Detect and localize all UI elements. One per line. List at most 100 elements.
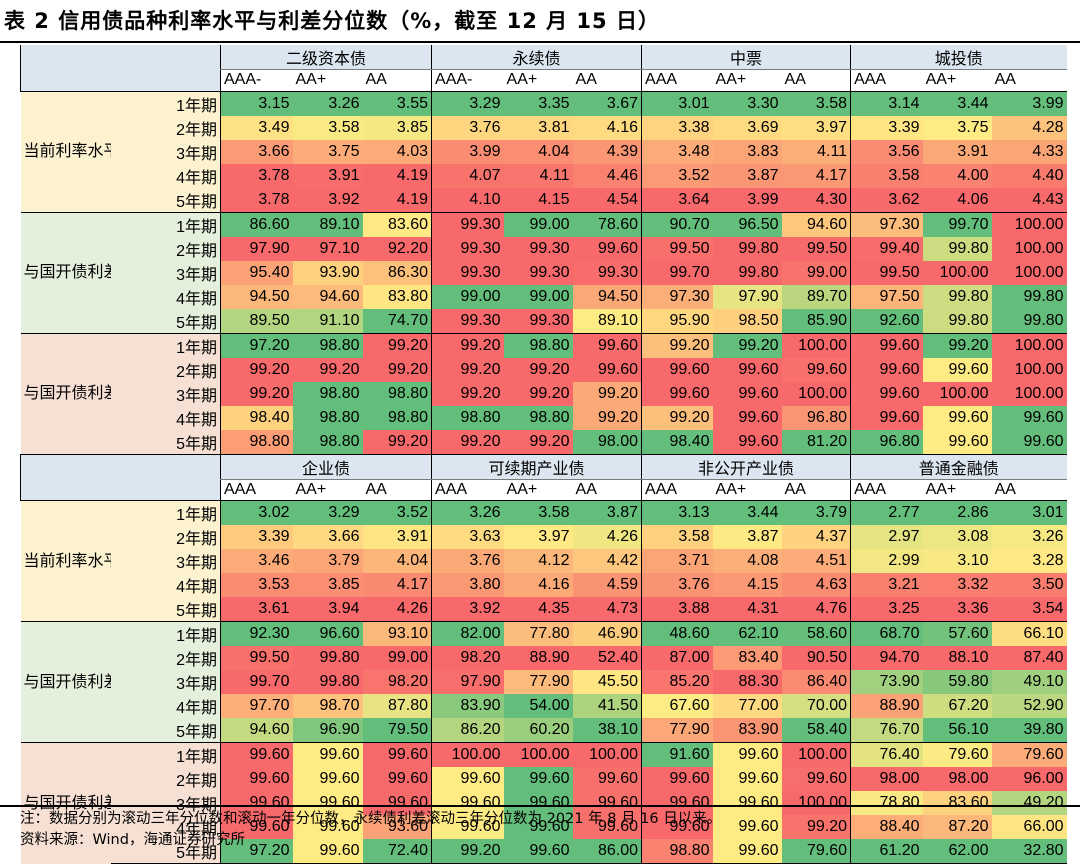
table-cell: 94.50 bbox=[572, 284, 642, 309]
table-cell: 3.63 bbox=[431, 525, 504, 549]
table-cell: 4.19 bbox=[362, 187, 432, 212]
table-cell: 98.00 bbox=[850, 767, 923, 791]
table-cell: 99.60 bbox=[712, 381, 782, 406]
table-cell: 89.10 bbox=[292, 211, 363, 237]
table-cell: 99.60 bbox=[641, 791, 713, 815]
table-cell: 3.87 bbox=[712, 525, 782, 549]
table-cell: 99.20 bbox=[431, 332, 504, 358]
rating-header-row: AAA AA+ AA AAA AA+ AA AAA AA+ AA AAA AA+ AA bbox=[21, 479, 1067, 501]
top-rule bbox=[0, 41, 1080, 43]
table-cell: 99.60 bbox=[503, 767, 573, 791]
table-cell: 99.20 bbox=[431, 381, 504, 406]
term-label: 1年期 bbox=[110, 90, 221, 116]
table-row: 当前利率水平 1年期 3.02 3.29 3.52 3.26 3.58 3.87 3.13 3.4… bbox=[20, 500, 1067, 622]
table-cell: 88.10 bbox=[922, 646, 992, 670]
table-cell: 87.20 bbox=[922, 815, 992, 839]
table-cell: 99.70 bbox=[641, 260, 713, 285]
table-cell: 3.92 bbox=[431, 597, 504, 622]
table-cell: 86.00 bbox=[572, 839, 642, 864]
table-cell: 3.69 bbox=[712, 115, 782, 140]
term-label: 5年期 bbox=[110, 308, 221, 333]
table-cell: 95.40 bbox=[220, 260, 293, 285]
table-cell: 99.60 bbox=[850, 405, 923, 430]
term-label: 2年期 bbox=[110, 525, 221, 549]
table-cell: 3.38 bbox=[641, 115, 713, 140]
table-cell: 3.21 bbox=[850, 573, 923, 597]
table-cell: 99.20 bbox=[431, 429, 504, 454]
table-cell: 99.00 bbox=[503, 284, 573, 309]
table-cell: 92.20 bbox=[362, 236, 432, 261]
table-cell: 3.58 bbox=[292, 115, 363, 140]
table-cell: 88.40 bbox=[850, 815, 923, 839]
table-row: 3年期 3.46 3.79 4.04 3.76 4.12 4.42 3.71 4.08 4.51 2… bbox=[21, 549, 1067, 573]
table-cell: 96.00 bbox=[991, 767, 1067, 791]
term-label: 3年期 bbox=[110, 260, 221, 285]
table-cell: 99.60 bbox=[991, 405, 1067, 430]
table-row: 4年期 3.53 3.85 4.17 3.80 4.16 4.59 3.76 4.15 4.63 3… bbox=[21, 573, 1067, 597]
table-cell: 3.75 bbox=[292, 139, 363, 164]
credit-bond-table: 二级资本债 永续债 中票 城投债 AAA- AA+ AA AAA- AA+ AA AAA AA+ AA A… bbox=[20, 45, 1067, 864]
table-cell: 91.60 bbox=[641, 742, 713, 767]
table-row: 3年期 99.20 98.80 98.80 99.20 99.20 99.20 99.60 99… bbox=[21, 381, 1067, 406]
table-cell: 68.70 bbox=[850, 621, 923, 646]
table-cell: 94.60 bbox=[781, 211, 851, 237]
term-label: 4年期 bbox=[110, 405, 221, 430]
term-label: 5年期 bbox=[110, 429, 221, 454]
table-cell: 2.77 bbox=[850, 500, 923, 525]
rating-header: AA bbox=[781, 69, 851, 91]
table-cell: 3.85 bbox=[362, 115, 432, 140]
table-cell: 3.01 bbox=[641, 90, 713, 116]
table-cell: 99.30 bbox=[503, 236, 573, 261]
group-label-open3: 与国开债利差所处分位数（3年） bbox=[20, 621, 111, 743]
group-label-open1: 与国开债利差所处分位数（1年） bbox=[20, 332, 111, 454]
table-row: 2年期 97.90 97.10 92.20 99.30 99.30 99.60 99.50 99… bbox=[21, 236, 1067, 261]
table-cell: 3.26 bbox=[431, 500, 504, 525]
table-cell: 98.20 bbox=[431, 646, 504, 670]
table-cell: 89.10 bbox=[572, 308, 642, 333]
table-cell: 100.00 bbox=[991, 260, 1067, 285]
table-cell: 73.90 bbox=[850, 670, 923, 694]
table-cell: 45.50 bbox=[572, 670, 642, 694]
table-cell: 99.20 bbox=[220, 357, 293, 382]
table-cell: 3.71 bbox=[641, 549, 713, 573]
table-cell: 96.90 bbox=[292, 718, 363, 743]
table-cell: 93.10 bbox=[362, 621, 432, 646]
table-cell: 3.44 bbox=[712, 500, 782, 525]
term-label: 4年期 bbox=[110, 694, 221, 718]
group-label-open1: 与国开债利差所处分位数（1年） bbox=[20, 742, 111, 864]
table-cell: 99.50 bbox=[850, 260, 923, 285]
table-cell: 39.80 bbox=[991, 718, 1067, 743]
table-cell: 83.90 bbox=[431, 694, 504, 718]
table-cell: 99.60 bbox=[641, 381, 713, 406]
table-cell: 3.35 bbox=[503, 90, 573, 116]
table-cell: 94.60 bbox=[292, 284, 363, 309]
table-cell: 3.91 bbox=[922, 139, 992, 164]
table-cell: 3.48 bbox=[641, 139, 713, 164]
table-cell: 100.00 bbox=[781, 381, 851, 406]
table-cell: 86.20 bbox=[431, 718, 504, 743]
rating-header: AAA bbox=[431, 479, 504, 501]
table-row: 4年期 97.70 98.70 87.80 83.90 54.00 41.50 67.60 77… bbox=[21, 694, 1067, 718]
table-cell: 89.50 bbox=[220, 308, 293, 333]
table-cell: 3.64 bbox=[641, 187, 713, 212]
table-cell: 4.26 bbox=[572, 525, 642, 549]
table-cell: 3.78 bbox=[220, 187, 293, 212]
term-label: 3年期 bbox=[110, 139, 221, 164]
table-cell: 97.90 bbox=[220, 236, 293, 261]
rating-header: AAA bbox=[641, 69, 713, 91]
rating-header: AA bbox=[362, 479, 432, 501]
table-cell: 99.60 bbox=[362, 742, 432, 767]
table-cell: 91.10 bbox=[292, 308, 363, 333]
term-label: 5年期 bbox=[110, 187, 221, 212]
table-cell: 3.58 bbox=[781, 90, 851, 116]
table-cell: 4.15 bbox=[503, 187, 573, 212]
table-cell: 99.20 bbox=[431, 357, 504, 382]
table-cell: 3.28 bbox=[991, 549, 1067, 573]
table-cell: 4.00 bbox=[922, 163, 992, 188]
table-cell: 4.03 bbox=[362, 139, 432, 164]
term-label: 1年期 bbox=[110, 500, 221, 525]
table-row: 与国开债利差所处分位数（1年）1年期99.6099.6099.60100.001… bbox=[20, 742, 1067, 864]
table-cell: 4.63 bbox=[781, 573, 851, 597]
table-title: 表 2 信用债品种利率水平与利差分位数（%，截至 12 月 15 日） bbox=[4, 9, 660, 33]
bond-type-header: 二级资本债 bbox=[219, 45, 432, 70]
